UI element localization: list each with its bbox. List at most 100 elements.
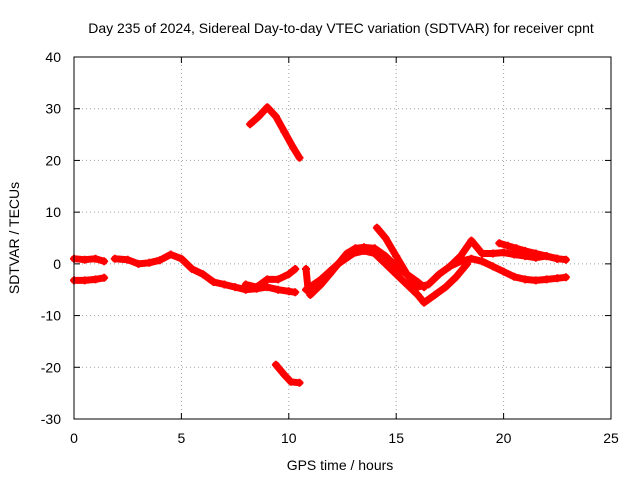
x-tick-label: 0 bbox=[70, 430, 78, 446]
data-point bbox=[291, 288, 300, 297]
data-point bbox=[317, 275, 325, 284]
y-tick-label: -10 bbox=[41, 308, 61, 324]
data-point bbox=[334, 259, 343, 268]
data-point bbox=[441, 283, 450, 292]
series-track-b bbox=[70, 274, 108, 284]
data-point bbox=[177, 254, 186, 263]
series-track-j bbox=[446, 255, 570, 284]
data-point bbox=[80, 276, 89, 285]
data-point bbox=[402, 270, 411, 279]
data-point bbox=[134, 259, 143, 268]
data-point bbox=[271, 360, 280, 369]
y-tick-label: 10 bbox=[45, 204, 61, 220]
data-point bbox=[488, 249, 497, 258]
data-point bbox=[531, 276, 540, 285]
data-point bbox=[499, 248, 508, 257]
data-point bbox=[220, 280, 229, 289]
data-point bbox=[241, 280, 250, 289]
data-point bbox=[198, 270, 207, 279]
data-point bbox=[302, 285, 310, 294]
y-tick-label: 40 bbox=[45, 49, 61, 65]
data-point bbox=[295, 153, 304, 162]
data-point bbox=[512, 244, 521, 253]
y-tick-label: -20 bbox=[41, 359, 61, 375]
y-tick-label: 0 bbox=[53, 256, 61, 272]
data-point bbox=[274, 285, 283, 294]
data-point bbox=[381, 234, 390, 242]
data-point bbox=[254, 112, 263, 121]
data-point bbox=[402, 280, 411, 289]
data-point bbox=[349, 249, 358, 258]
x-tick-label: 10 bbox=[281, 430, 297, 446]
data-point bbox=[280, 128, 289, 136]
x-axis-label: GPS time / hours bbox=[287, 457, 394, 473]
data-point bbox=[280, 371, 289, 379]
data-point bbox=[424, 280, 433, 289]
grid bbox=[74, 57, 611, 419]
data-point bbox=[284, 270, 293, 279]
data-point bbox=[166, 250, 175, 259]
data-point bbox=[495, 239, 504, 248]
x-tick-label: 15 bbox=[388, 430, 404, 446]
data-point bbox=[488, 262, 497, 271]
x-tick-label: 5 bbox=[178, 430, 186, 446]
data-point bbox=[263, 103, 272, 112]
data-point bbox=[467, 236, 476, 245]
data-point bbox=[360, 246, 368, 255]
x-tick-label: 20 bbox=[496, 430, 512, 446]
data-point bbox=[291, 265, 300, 273]
data-point bbox=[503, 241, 512, 250]
x-axis: 0 5 10 15 20 25 bbox=[70, 57, 619, 446]
data-point bbox=[420, 298, 429, 307]
y-tick-label: 20 bbox=[45, 152, 61, 168]
data-point bbox=[372, 223, 381, 232]
data-point bbox=[263, 275, 272, 284]
data-point bbox=[553, 254, 562, 263]
data-point bbox=[100, 257, 109, 266]
data-point bbox=[263, 283, 272, 292]
plot-frame bbox=[73, 56, 612, 420]
data-point bbox=[561, 273, 570, 282]
data-point bbox=[145, 258, 154, 267]
data-point bbox=[381, 259, 390, 268]
data-point bbox=[542, 252, 551, 261]
data-point bbox=[478, 257, 487, 266]
data-point bbox=[392, 270, 401, 279]
y-tick-label: 30 bbox=[45, 101, 61, 117]
data-point bbox=[521, 246, 530, 255]
data-point bbox=[510, 250, 519, 259]
data-point bbox=[91, 275, 100, 284]
data-point bbox=[430, 290, 439, 299]
data-point bbox=[499, 267, 508, 276]
data-point bbox=[413, 283, 422, 292]
data-point bbox=[246, 120, 255, 129]
data-point bbox=[445, 262, 454, 271]
data-point bbox=[271, 112, 280, 121]
y-axis-label: SDTVAR / TECUs bbox=[6, 182, 22, 294]
data-point bbox=[561, 255, 570, 264]
data-point bbox=[274, 275, 283, 284]
data-point bbox=[209, 278, 218, 286]
data-point bbox=[452, 272, 461, 281]
data-point bbox=[295, 378, 304, 387]
data-point bbox=[80, 255, 89, 264]
data-point bbox=[456, 257, 465, 266]
series-track-a bbox=[70, 255, 108, 265]
data-point bbox=[542, 275, 551, 284]
data-point bbox=[531, 249, 540, 258]
data-point bbox=[306, 290, 315, 299]
data-point bbox=[467, 254, 476, 263]
series-track-f bbox=[272, 361, 303, 387]
data-point bbox=[392, 252, 401, 261]
data-point bbox=[110, 254, 119, 263]
data-point bbox=[478, 249, 487, 258]
data-point bbox=[413, 290, 422, 299]
data-point bbox=[553, 274, 562, 283]
series-track-e bbox=[246, 103, 303, 162]
data-point bbox=[289, 143, 298, 152]
data-point bbox=[302, 265, 310, 273]
data-point bbox=[435, 270, 444, 279]
data-point bbox=[155, 256, 164, 265]
data-point bbox=[381, 252, 390, 261]
